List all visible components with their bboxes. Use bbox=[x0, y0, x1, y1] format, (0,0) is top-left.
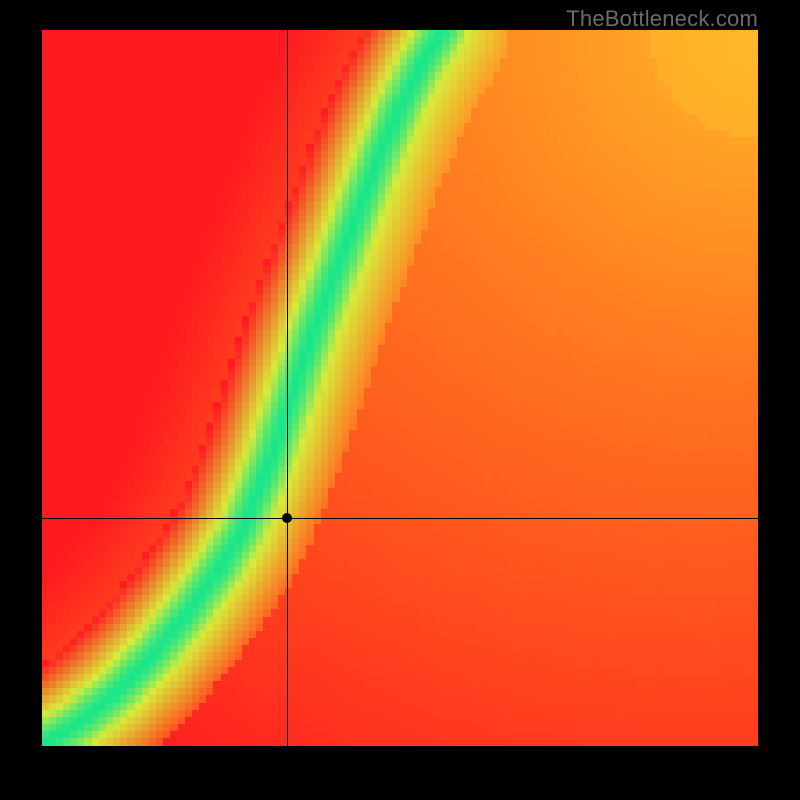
watermark-text: TheBottleneck.com bbox=[566, 6, 758, 32]
heatmap-plot bbox=[42, 30, 758, 746]
crosshair-horizontal bbox=[42, 518, 758, 519]
heatmap-canvas bbox=[42, 30, 758, 746]
crosshair-vertical bbox=[287, 30, 288, 746]
